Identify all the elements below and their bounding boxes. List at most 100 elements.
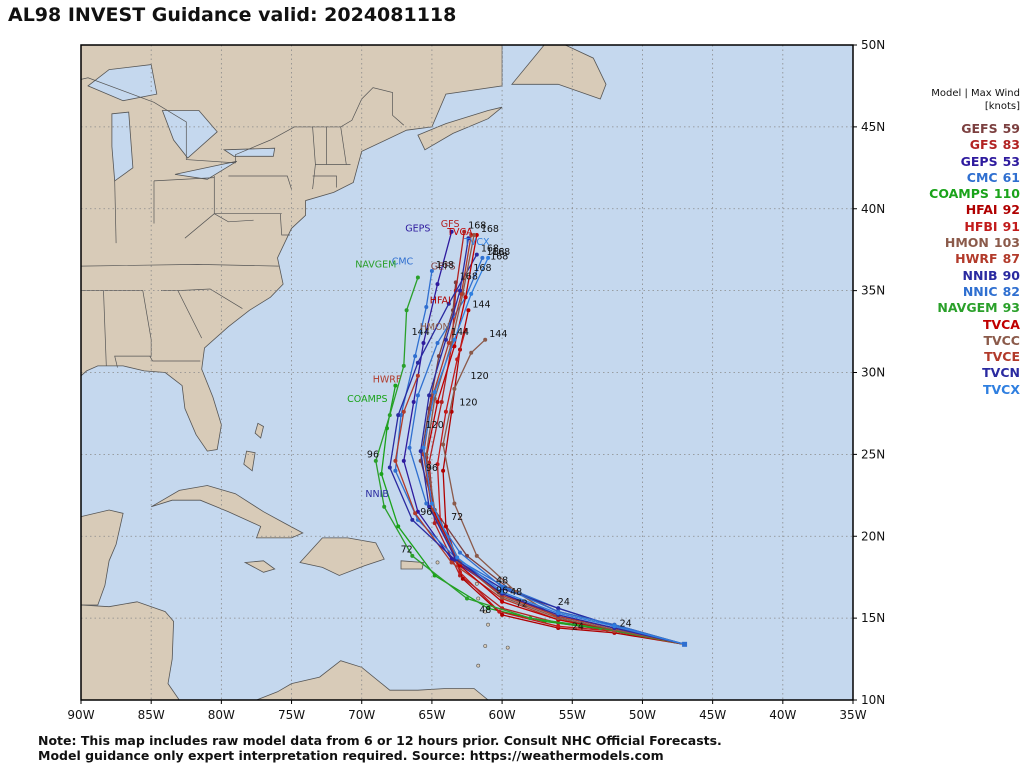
footnote: Note: This map includes raw model data f… [38, 733, 722, 763]
legend-model-name: CMC [966, 169, 998, 185]
legend-row-hfai: HFAI 92 [880, 202, 1020, 218]
hour-label: 120 [426, 420, 444, 431]
legend-model-name: HFAI [965, 202, 998, 218]
end-hour-label: 144 [472, 299, 490, 310]
track-point [474, 553, 479, 558]
track-point [469, 350, 474, 355]
legend-max-wind: 59 [1002, 121, 1020, 136]
state-border [214, 213, 254, 223]
legend-row-hmon: HMON 103 [880, 235, 1020, 251]
legend-model-name: NNIC [962, 283, 998, 299]
lon-label: 45W [699, 708, 726, 722]
hour-label: 168 [473, 263, 491, 274]
legend-max-wind: 90 [1002, 267, 1020, 283]
legend-row-cmc: CMC 61 [880, 170, 1020, 186]
track-point [443, 337, 448, 342]
bahamas-abaco-land [254, 422, 264, 439]
track-point [413, 511, 418, 516]
track-point [379, 472, 384, 476]
legend-row-coamps: COAMPS 110 [880, 186, 1020, 202]
track-point [432, 521, 437, 526]
track-navgem [373, 275, 685, 645]
track-point [474, 252, 479, 257]
legend-row-geps: GEPS 53 [880, 154, 1020, 170]
track-point [458, 563, 462, 568]
lon-label: 50W [629, 708, 656, 722]
legend-max-wind: 82 [1002, 283, 1020, 299]
legend-model-name: HWRF [955, 251, 998, 267]
track-point [462, 229, 467, 234]
state-border [153, 177, 215, 182]
track-label: NNIB [365, 489, 389, 500]
end-hour-label: 168 [436, 260, 454, 271]
hour-label: 96 [420, 507, 432, 518]
legend-model-name: GEPS [960, 153, 998, 169]
track-point [410, 553, 415, 558]
track-point [401, 409, 406, 414]
track-tvcx [421, 255, 685, 645]
track-point [458, 570, 462, 575]
track-label: HWRF [373, 374, 402, 385]
legend-header-line2: [knots] [984, 101, 1020, 112]
state-border [149, 355, 201, 362]
hour-label: 24 [572, 622, 584, 633]
lat-label: 15N [861, 611, 885, 625]
track-point [432, 390, 437, 395]
great-lake [161, 110, 218, 159]
legend-model-name: TVCE [984, 349, 1020, 365]
track-point [418, 449, 423, 454]
track-point [500, 585, 505, 589]
track-point [480, 255, 485, 260]
legend-max-wind: 91 [1002, 218, 1020, 234]
track-point [435, 341, 440, 345]
lat-label: 50N [861, 38, 885, 52]
legend-model-name: COAMPS [929, 186, 989, 202]
legend-row-nnib: NNIB 90 [880, 268, 1020, 284]
small-island [483, 609, 488, 614]
legend-max-wind: 87 [1002, 251, 1020, 267]
track-point [500, 612, 505, 617]
track-point [401, 363, 406, 368]
track-point [460, 576, 465, 581]
track-point [429, 269, 434, 273]
track-point [441, 442, 446, 447]
legend-header: Model | Max Wind [knots] [880, 87, 1020, 113]
track-point [452, 501, 457, 506]
track-point [435, 282, 440, 287]
end-hour-label: 168 [486, 247, 504, 258]
track-point [404, 308, 409, 313]
track-point [455, 357, 460, 362]
legend-row-gfs: GFS 83 [880, 137, 1020, 153]
hour-label: 144 [451, 327, 469, 338]
legend-max-wind: 103 [993, 235, 1020, 251]
legend-row-navgem: NAVGEM 93 [880, 300, 1020, 316]
legend-row-nnic: NNIC 82 [880, 284, 1020, 300]
lat-label: 20N [861, 529, 885, 543]
legend-row-tvcn: TVCN [880, 365, 1020, 381]
track-point [466, 236, 471, 241]
nova-scotia-land [417, 106, 503, 151]
track-label: COAMPS [347, 394, 387, 405]
bahamas-andros-land [243, 450, 256, 472]
state-border [81, 264, 279, 267]
lat-label: 30N [861, 366, 885, 380]
hour-label: 24 [558, 597, 570, 608]
track-point [424, 305, 429, 309]
model-legend: Model | Max Wind [knots] GEFS 59 GFS 83 GEPS… [880, 87, 1020, 398]
hour-label: 120 [459, 397, 477, 408]
track-point [556, 624, 561, 629]
south-america-land [256, 660, 489, 700]
legend-max-wind: 93 [1002, 300, 1020, 316]
legend-model-name: NNIB [962, 267, 998, 283]
state-border [228, 175, 292, 190]
track-label: GFS [441, 219, 460, 230]
legend-model-name: HFBI [964, 218, 998, 234]
state-border [161, 288, 243, 309]
state-border [81, 77, 405, 164]
hour-label: 144 [412, 327, 430, 338]
lat-label: 35N [861, 284, 885, 298]
lon-label: 60W [489, 708, 516, 722]
track-label: GEPS [405, 224, 430, 235]
track-point [373, 458, 378, 463]
track-point [441, 468, 446, 473]
